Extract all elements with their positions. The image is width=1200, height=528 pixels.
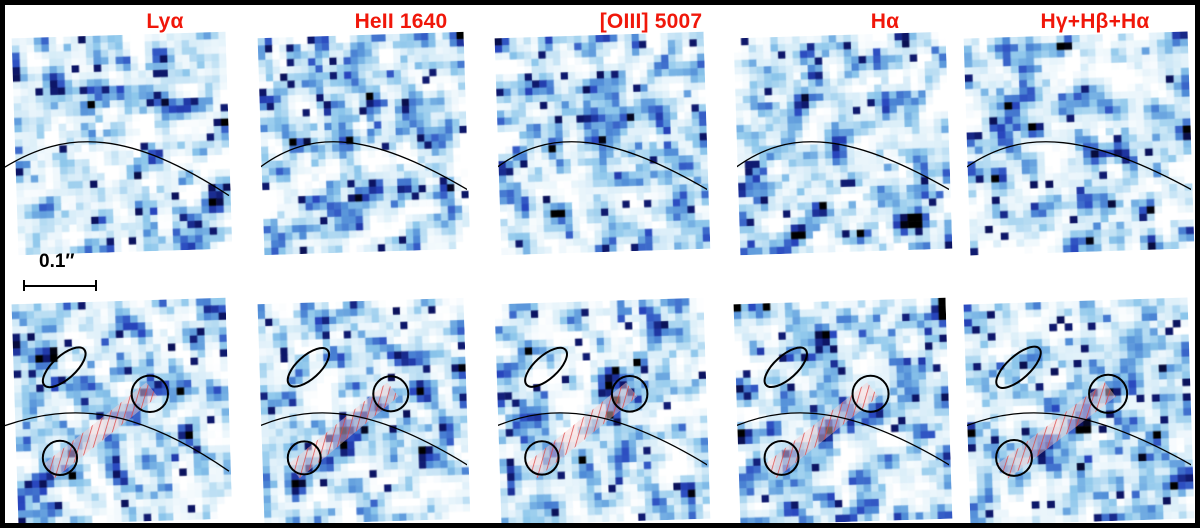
panel-label-heii: HeII 1640 <box>354 10 448 33</box>
panel-label-halpha: Hα <box>870 10 900 33</box>
aperture-circle <box>763 439 800 476</box>
annotation-overlay <box>737 141 949 191</box>
aperture-ellipse <box>763 346 808 388</box>
panel-label-lya: Lyα <box>146 10 184 33</box>
critical-curve-line <box>261 412 467 466</box>
aperture-circle <box>41 439 79 477</box>
annotation-overlay <box>261 347 467 479</box>
aperture-circle <box>995 438 1033 477</box>
scale-bar-line <box>23 280 97 291</box>
map-panel <box>257 31 471 256</box>
annotation-overlay <box>261 141 467 191</box>
aperture-circle <box>524 440 560 476</box>
slit-hatched-band <box>997 382 1116 479</box>
critical-curve-line <box>967 141 1191 191</box>
slit-hatched-band <box>765 382 879 479</box>
map-panel <box>494 31 711 256</box>
aperture-ellipse <box>524 346 568 388</box>
critical-curve-line <box>737 141 949 191</box>
map-panel <box>963 31 1195 256</box>
map-panel <box>5 31 233 256</box>
scale-bar-label: 0.1″ <box>39 251 75 272</box>
map-panel <box>963 297 1195 523</box>
critical-curve-line <box>967 412 1191 466</box>
aperture-circle <box>286 440 322 476</box>
slit-hatched-band <box>288 382 399 479</box>
map-panel <box>494 297 711 523</box>
annotation-overlay <box>737 346 949 479</box>
aperture-ellipse <box>41 346 87 389</box>
aperture-circle <box>372 375 410 413</box>
scale-bar: 0.1″ <box>23 251 97 291</box>
map-panel <box>5 297 233 523</box>
panel-label-hghbha: Hγ+Hβ+Hα <box>1040 10 1150 33</box>
map-panel <box>257 297 471 523</box>
critical-curve-line <box>5 141 230 197</box>
critical-curve-line <box>498 141 707 191</box>
critical-curve-line <box>737 412 949 466</box>
map-panel <box>733 297 953 523</box>
annotation-overlay <box>967 345 1191 479</box>
annotation-overlay <box>967 141 1191 191</box>
aperture-circle <box>851 374 890 413</box>
critical-curve-line <box>498 412 707 466</box>
annotation-overlay <box>498 346 707 479</box>
aperture-circle <box>130 374 170 414</box>
aperture-ellipse <box>286 347 331 388</box>
aperture-ellipse <box>995 345 1042 389</box>
slit-hatched-band <box>525 382 638 479</box>
annotation-overlay <box>498 141 707 191</box>
aperture-circle <box>610 375 649 413</box>
slit-hatched-band <box>43 382 158 479</box>
annotation-overlay <box>5 141 230 197</box>
panel-label-oiii: [OIII] 5007 <box>599 10 703 33</box>
critical-curve-line <box>5 412 230 472</box>
map-panel <box>733 31 953 256</box>
aperture-circle <box>1088 373 1129 414</box>
annotation-overlay <box>5 346 230 479</box>
critical-curve-line <box>261 141 467 191</box>
